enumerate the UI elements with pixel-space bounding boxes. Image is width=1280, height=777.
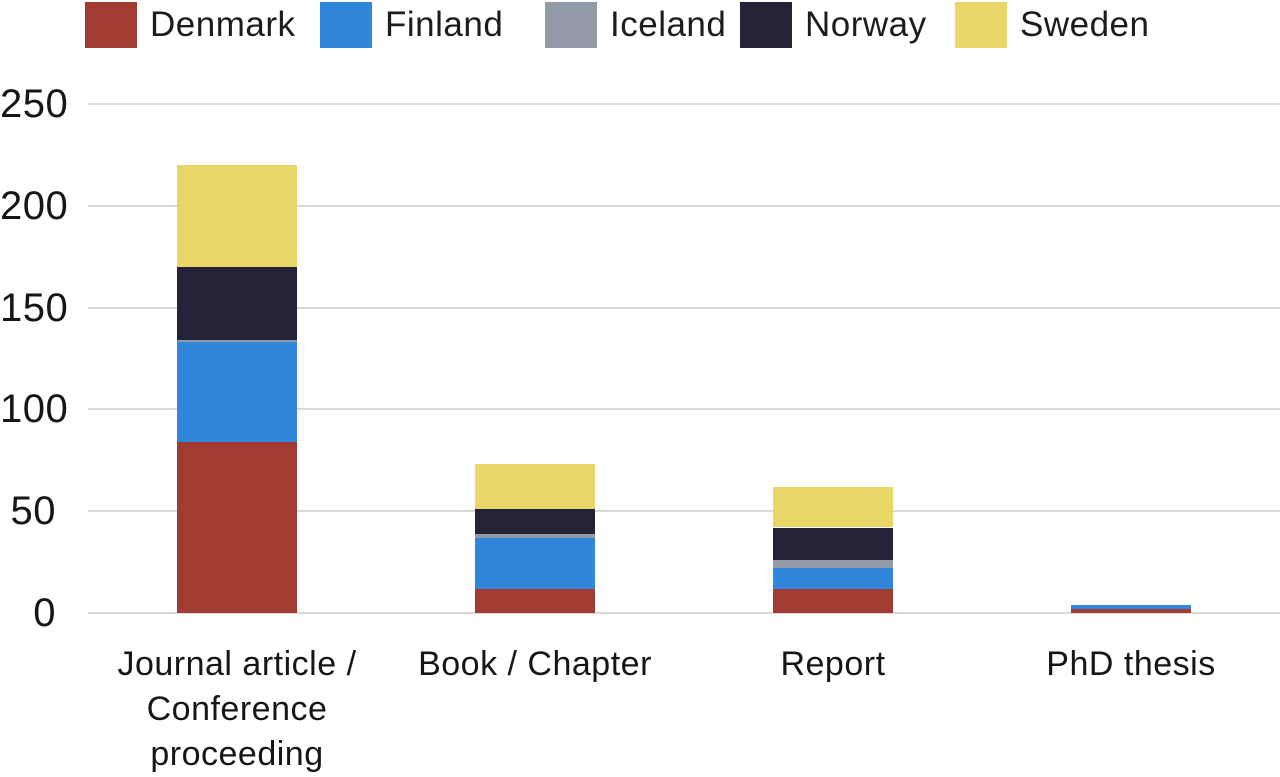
gridline-0	[88, 612, 1280, 614]
x-axis-label: Journal article / Conference proceeding	[117, 645, 357, 773]
legend-swatch-icon	[740, 2, 792, 48]
y-tick-label: 100	[0, 387, 69, 432]
bar-segment-denmark	[1071, 608, 1191, 613]
legend-item-finland: Finland	[320, 2, 503, 48]
bar-segment-sweden	[475, 464, 595, 510]
bar-segment-denmark	[177, 441, 297, 613]
y-tick-label: 150	[0, 285, 69, 330]
bar-journal-article-conference-proceeding	[177, 165, 297, 613]
bar-segment-iceland	[475, 533, 595, 538]
bar-segment-finland	[1071, 604, 1191, 609]
legend-label: Finland	[385, 5, 504, 44]
bar-book-chapter	[475, 464, 595, 613]
legend-item-norway: Norway	[740, 2, 927, 48]
legend-label: Norway	[805, 5, 927, 44]
bar-phd-thesis	[1071, 604, 1191, 613]
legend-swatch-icon	[85, 2, 137, 48]
bar-segment-norway	[177, 266, 297, 341]
legend-item-iceland: Iceland	[545, 2, 726, 48]
bar-segment-sweden	[177, 165, 297, 267]
x-axis-label: Book / Chapter	[418, 645, 652, 683]
y-tick-label: 0	[33, 591, 56, 635]
bar-segment-iceland	[177, 340, 297, 343]
gridline-200	[88, 204, 1280, 207]
x-axis-label: PhD thesis	[1046, 645, 1216, 683]
bar-segment-norway	[475, 509, 595, 534]
gridline-250	[88, 103, 1280, 105]
bar-segment-finland	[773, 568, 893, 589]
legend-label: Sweden	[1020, 5, 1150, 44]
legend-swatch-icon	[545, 2, 597, 48]
legend-label: Denmark	[150, 5, 296, 44]
bar-segment-sweden	[773, 486, 893, 528]
legend-item-sweden: Sweden	[955, 2, 1149, 48]
legend-item-denmark: Denmark	[85, 2, 295, 48]
y-tick-label: 250	[0, 82, 69, 126]
y-tick-label: 200	[0, 183, 69, 228]
legend: Denmark Finland Iceland Norway Sweden	[0, 0, 1280, 52]
bar-segment-finland	[475, 537, 595, 589]
gridline-100	[88, 408, 1280, 411]
gridline-50	[88, 510, 1280, 513]
bar-segment-norway	[773, 527, 893, 561]
legend-label: Iceland	[610, 5, 727, 44]
bar-segment-finland	[177, 342, 297, 442]
bar-segment-denmark	[475, 588, 595, 613]
legend-swatch-icon	[955, 2, 1007, 48]
bar-segment-iceland	[773, 560, 893, 569]
gridline-150	[88, 306, 1280, 309]
bar-segment-denmark	[773, 588, 893, 613]
y-tick-label: 50	[10, 489, 56, 534]
x-axis-label: Report	[780, 645, 886, 683]
legend-swatch-icon	[320, 2, 372, 48]
bar-report	[773, 486, 893, 613]
